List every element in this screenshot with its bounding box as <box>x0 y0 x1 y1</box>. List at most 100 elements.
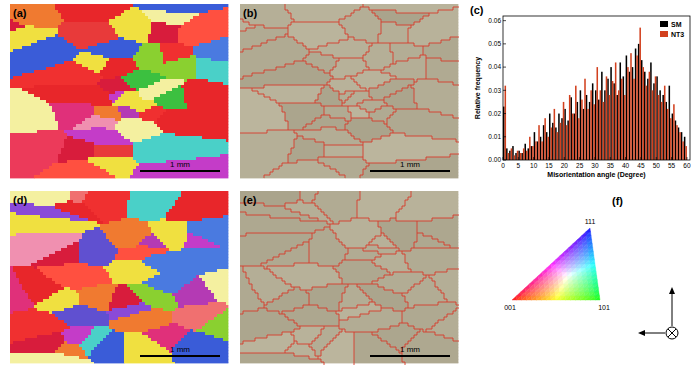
ipf-cell <box>584 252 589 256</box>
grain-cell <box>109 19 151 22</box>
grain-cell <box>270 269 336 272</box>
grain-cell <box>360 191 411 194</box>
grain-cell <box>133 148 228 151</box>
ipf-cell <box>580 256 585 260</box>
grain-cell <box>118 248 133 251</box>
ipf-cell <box>575 260 580 264</box>
grain-cell <box>240 224 330 227</box>
grain-cell <box>354 341 387 344</box>
ipf-cell <box>569 288 574 292</box>
grain-cell <box>76 61 106 64</box>
grain-cell <box>184 79 187 82</box>
histogram-bar <box>619 62 621 160</box>
grain-cell <box>34 203 55 206</box>
grain-cell <box>273 257 309 260</box>
grain-cell <box>130 7 139 10</box>
grain-cell <box>112 296 139 299</box>
grain-cell <box>139 94 160 97</box>
histogram-bar <box>589 102 591 160</box>
grain-cell <box>211 290 228 293</box>
histogram-bar <box>541 141 543 160</box>
grain-cell <box>139 7 223 10</box>
grain-cell <box>381 227 417 230</box>
ipf-cell <box>554 284 559 288</box>
grain-cell <box>19 281 55 284</box>
grain-cell <box>28 296 49 299</box>
histogram-bar <box>630 53 632 160</box>
grain-cell <box>97 43 142 46</box>
grain-cell <box>312 200 357 203</box>
grain-cell <box>64 353 85 356</box>
grain-cell <box>181 287 208 290</box>
grain-cell <box>91 353 124 356</box>
ipf-cell <box>534 284 539 288</box>
ipf-cell <box>568 284 573 288</box>
histogram-bar <box>512 146 514 160</box>
grain-cell <box>369 311 402 314</box>
grain-cell <box>43 257 79 260</box>
ipf-cell <box>568 280 573 284</box>
grain-cell <box>345 16 378 19</box>
ipf-cell <box>567 276 572 280</box>
grain-cell <box>321 127 336 130</box>
grain-cell <box>354 332 372 335</box>
grain-cell <box>432 278 458 281</box>
ipf-cell <box>570 288 575 292</box>
ipf-cell <box>575 264 580 268</box>
grain-cell <box>106 269 157 272</box>
grain-cell <box>240 347 288 350</box>
grain-cell <box>199 275 228 278</box>
grain-cell <box>127 209 169 212</box>
histogram-bar <box>587 109 589 160</box>
histogram-bar <box>659 90 661 160</box>
ipf-cell <box>568 280 573 284</box>
grain-cell <box>10 290 25 293</box>
grain-cell <box>10 145 64 148</box>
grain-cell <box>360 197 408 200</box>
grain-cell <box>351 118 372 121</box>
grain-cell <box>10 332 52 335</box>
grain-cell <box>10 221 97 224</box>
grain-cell <box>130 175 228 178</box>
ipf-cell <box>548 276 553 280</box>
grain-cell <box>267 335 294 338</box>
grain-cell <box>318 157 363 160</box>
histogram-bar <box>633 79 635 160</box>
grain-cell <box>312 236 336 239</box>
grain-cell <box>426 64 458 67</box>
grain-cell <box>106 335 124 338</box>
ipf-cell <box>536 296 541 300</box>
ipf-cell <box>561 260 566 264</box>
grain-cell <box>88 263 109 266</box>
grain-cell <box>61 209 91 212</box>
grain-cell <box>324 163 369 166</box>
histogram-bar <box>547 137 549 160</box>
grain-cell <box>121 112 139 115</box>
grain-cell <box>46 37 64 40</box>
grain-cell <box>10 272 16 275</box>
grain-cell <box>309 245 345 248</box>
grain-cell <box>288 10 354 13</box>
ipf-cell <box>578 240 583 244</box>
histogram-bar <box>600 90 602 160</box>
grain-cell <box>133 100 154 103</box>
grain-cell <box>336 269 387 272</box>
panel-label: (d) <box>13 194 27 206</box>
grain-cell <box>291 344 309 347</box>
grain-cell <box>157 118 228 121</box>
grain-cell <box>16 272 43 275</box>
grain-cell <box>151 338 181 341</box>
grain-cell <box>172 88 184 91</box>
grain-cell <box>10 133 67 136</box>
histogram-bar <box>653 83 655 160</box>
grain-cell <box>178 34 228 37</box>
x-tick <box>625 157 626 160</box>
grain-cell <box>10 52 79 55</box>
ipf-cell <box>586 272 591 276</box>
grain-cell <box>240 218 300 221</box>
ipf-cell <box>558 276 563 280</box>
grain-cell <box>142 299 175 302</box>
grain-cell <box>100 224 148 227</box>
grain-cell <box>166 109 199 112</box>
grain-cell <box>175 254 228 257</box>
